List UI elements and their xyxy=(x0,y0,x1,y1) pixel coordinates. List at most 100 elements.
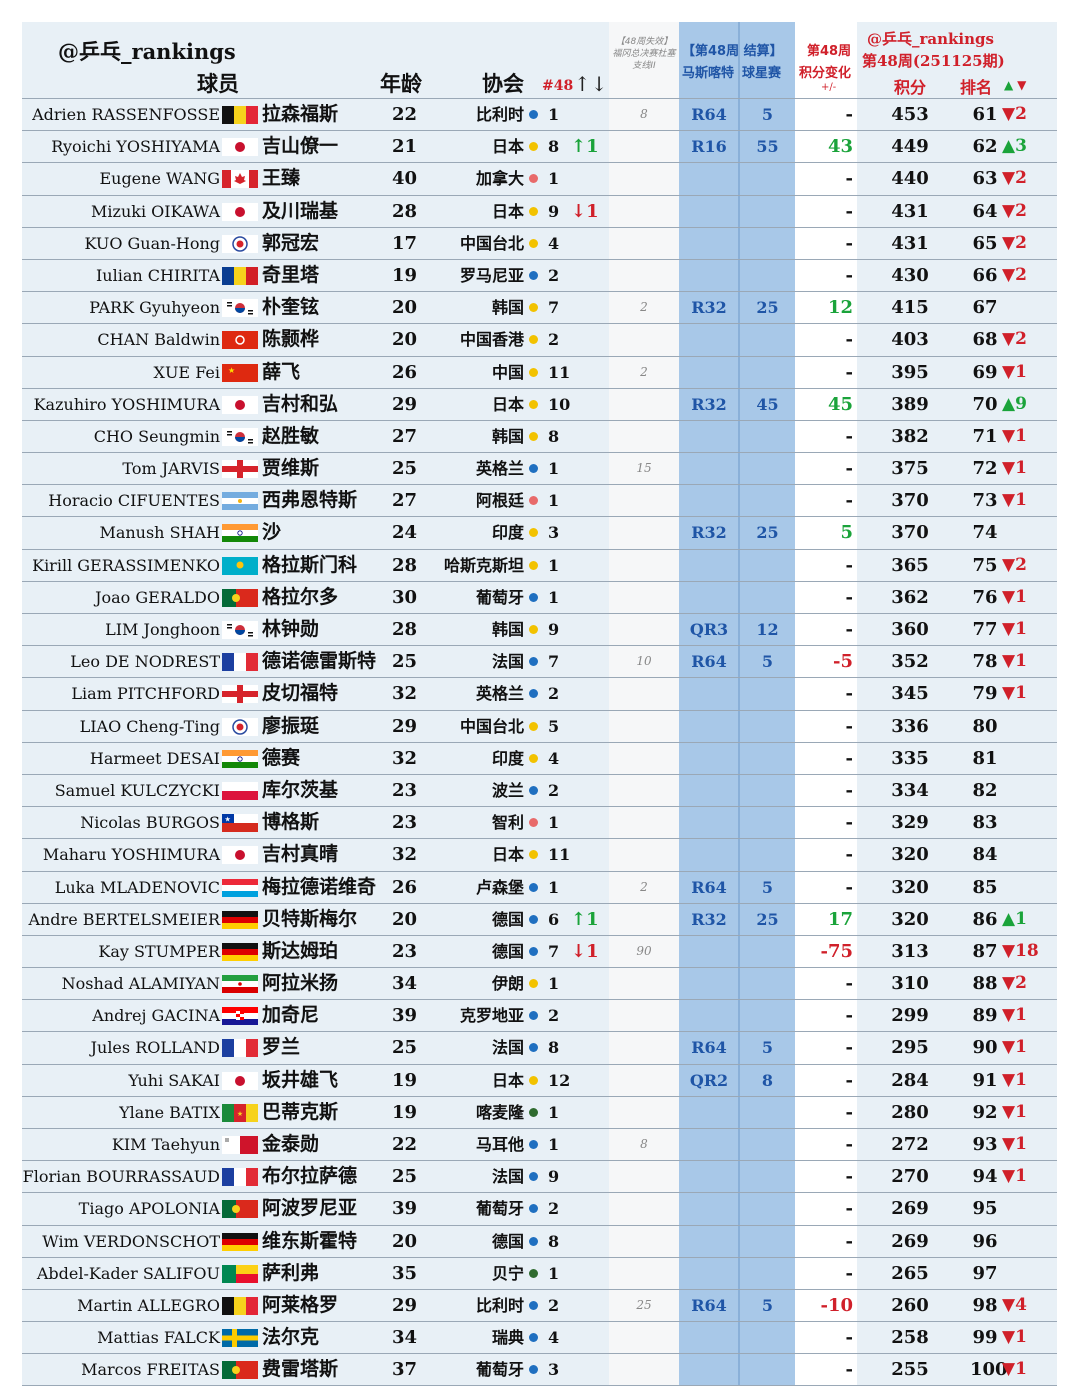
n48-count: 1 xyxy=(548,877,560,897)
table-row: Florian BOURRASSAUD 布尔拉萨德 25 法国 9 - 270 … xyxy=(22,1160,1057,1192)
player-english-name: Tom JARVIS xyxy=(122,459,220,479)
lost-points xyxy=(609,131,679,162)
player-english-name: PARK Gyuhyeon xyxy=(89,298,220,318)
total-points: 336 xyxy=(891,715,929,737)
ranking-week-header: 第48周(251125期) xyxy=(862,52,1005,70)
points-delta: 43 xyxy=(827,136,853,158)
player-age: 32 xyxy=(392,844,418,866)
delta-column-band xyxy=(795,22,857,1386)
region-dot-icon xyxy=(529,142,538,152)
total-points: 295 xyxy=(891,1037,929,1059)
n48-count: 1 xyxy=(548,459,560,479)
table-row: Tom JARVIS 贾维斯 25 英格兰 1 15 - 375 72 ▼1 xyxy=(22,452,1057,484)
total-points: 370 xyxy=(891,490,929,512)
event-round xyxy=(679,421,739,452)
lost-points xyxy=(609,711,679,742)
romania-flag-icon xyxy=(222,266,258,285)
region-dot-icon xyxy=(529,1204,538,1214)
player-age: 37 xyxy=(392,1359,418,1381)
table-row: Joao GERALDO 格拉尔多 30 葡萄牙 1 - 362 76 ▼1 xyxy=(22,580,1057,613)
lost-points: 10 xyxy=(636,654,652,669)
japan-flag-icon xyxy=(222,395,258,414)
event-points: 5 xyxy=(761,105,774,124)
player-chinese-name: 罗兰 xyxy=(262,1036,301,1059)
ranking-position: 81 xyxy=(972,747,998,769)
event-points: 5 xyxy=(761,652,774,672)
points-delta: - xyxy=(845,779,853,801)
region-dot-icon xyxy=(529,850,538,860)
n48-count: 4 xyxy=(548,748,560,768)
n48-count: 4 xyxy=(548,233,560,253)
player-chinese-name: 巴蒂克斯 xyxy=(262,1100,339,1123)
player-english-name: Noshad ALAMIYAN xyxy=(61,974,220,994)
player-age: 24 xyxy=(392,522,418,544)
tpe-flag-icon xyxy=(222,717,258,736)
ranking-change: ▲1 xyxy=(1002,908,1027,929)
table-row: LIM Jonghoon 林钟勋 28 韩国 9 QR3 12 - 360 77… xyxy=(22,613,1057,645)
association-name: 德国 xyxy=(491,1231,524,1251)
region-dot-icon xyxy=(529,753,538,763)
total-points: 334 xyxy=(891,779,929,801)
points-delta: - xyxy=(845,554,853,576)
player-age: 25 xyxy=(392,458,418,480)
lost-points xyxy=(609,614,679,645)
player-chinese-name: 林钟勋 xyxy=(262,618,320,640)
n48-count: 2 xyxy=(548,265,560,285)
player-chinese-name: 郭冠宏 xyxy=(262,231,320,254)
association-name: 法国 xyxy=(491,1167,524,1187)
points-delta: - xyxy=(845,361,853,383)
ranking-change: ▼4 xyxy=(1002,1294,1027,1315)
player-age: 20 xyxy=(392,297,418,319)
table-row: PARK Gyuhyeon 朴奎铉 20 韩国 7 2 R32 25 12 41… xyxy=(22,291,1057,323)
event-points xyxy=(740,936,795,967)
event-points xyxy=(740,582,795,613)
event-round: R64 xyxy=(691,877,727,897)
player-english-name: Ylane BATIX xyxy=(119,1102,220,1122)
player-age: 20 xyxy=(392,329,418,351)
japan-flag-icon xyxy=(222,846,258,865)
event-points xyxy=(740,228,795,259)
table-row: Kirill GERASSIMENKO 格拉斯门科 28 哈斯克斯坦 1 - 3… xyxy=(22,548,1057,581)
player-age: 22 xyxy=(392,104,418,125)
player-chinese-name: 金泰勋 xyxy=(262,1133,320,1155)
event-column-band xyxy=(679,22,795,1386)
event-points xyxy=(740,1097,795,1128)
event-points: 25 xyxy=(756,523,779,543)
association-name: 德国 xyxy=(491,909,524,929)
ranking-position: 73 xyxy=(972,490,998,512)
event-round: R64 xyxy=(691,1038,727,1058)
association-name: 德国 xyxy=(491,941,524,961)
association-name: 克罗地亚 xyxy=(459,1006,524,1026)
ranking-position: 84 xyxy=(972,844,998,866)
player-age: 19 xyxy=(392,1069,418,1091)
player-age: 17 xyxy=(392,232,418,254)
points-delta: - xyxy=(845,458,853,480)
total-points: 335 xyxy=(891,747,929,769)
delta-title-header: 第48周 xyxy=(807,44,852,59)
player-english-name: Wim VERDONSCHOT xyxy=(42,1231,220,1251)
region-dot-icon xyxy=(529,464,538,474)
ranking-position: 80 xyxy=(972,715,998,737)
lost-points xyxy=(609,421,679,452)
event-round: R64 xyxy=(691,652,727,672)
player-age: 28 xyxy=(392,554,418,576)
player-chinese-name: 布尔拉萨德 xyxy=(262,1165,358,1188)
table-row: Kay STUMPER 斯达姆珀 23 德国 7 ↓1 90 -75 313 8… xyxy=(22,934,1057,967)
player-age: 19 xyxy=(392,1101,418,1123)
korea-flag-icon xyxy=(222,299,258,318)
ranking-change: ▼1 xyxy=(1002,1069,1027,1090)
ranking-change: ▼2 xyxy=(1002,554,1027,575)
event-points: 8 xyxy=(761,1070,774,1090)
region-dot-icon xyxy=(529,1075,538,1085)
portugal-flag-icon xyxy=(222,1200,258,1219)
points-delta: - xyxy=(845,232,853,254)
region-dot-icon xyxy=(529,592,538,602)
ranking-position: 95 xyxy=(972,1198,998,1220)
germany-flag-icon xyxy=(222,910,258,929)
player-age: 28 xyxy=(392,619,418,640)
player-age: 25 xyxy=(392,651,418,673)
player-chinese-name: 格拉斯门科 xyxy=(262,553,358,576)
ranking-change: ▼1 xyxy=(1002,490,1027,511)
lost-points xyxy=(609,775,679,806)
event-round xyxy=(679,1226,739,1257)
